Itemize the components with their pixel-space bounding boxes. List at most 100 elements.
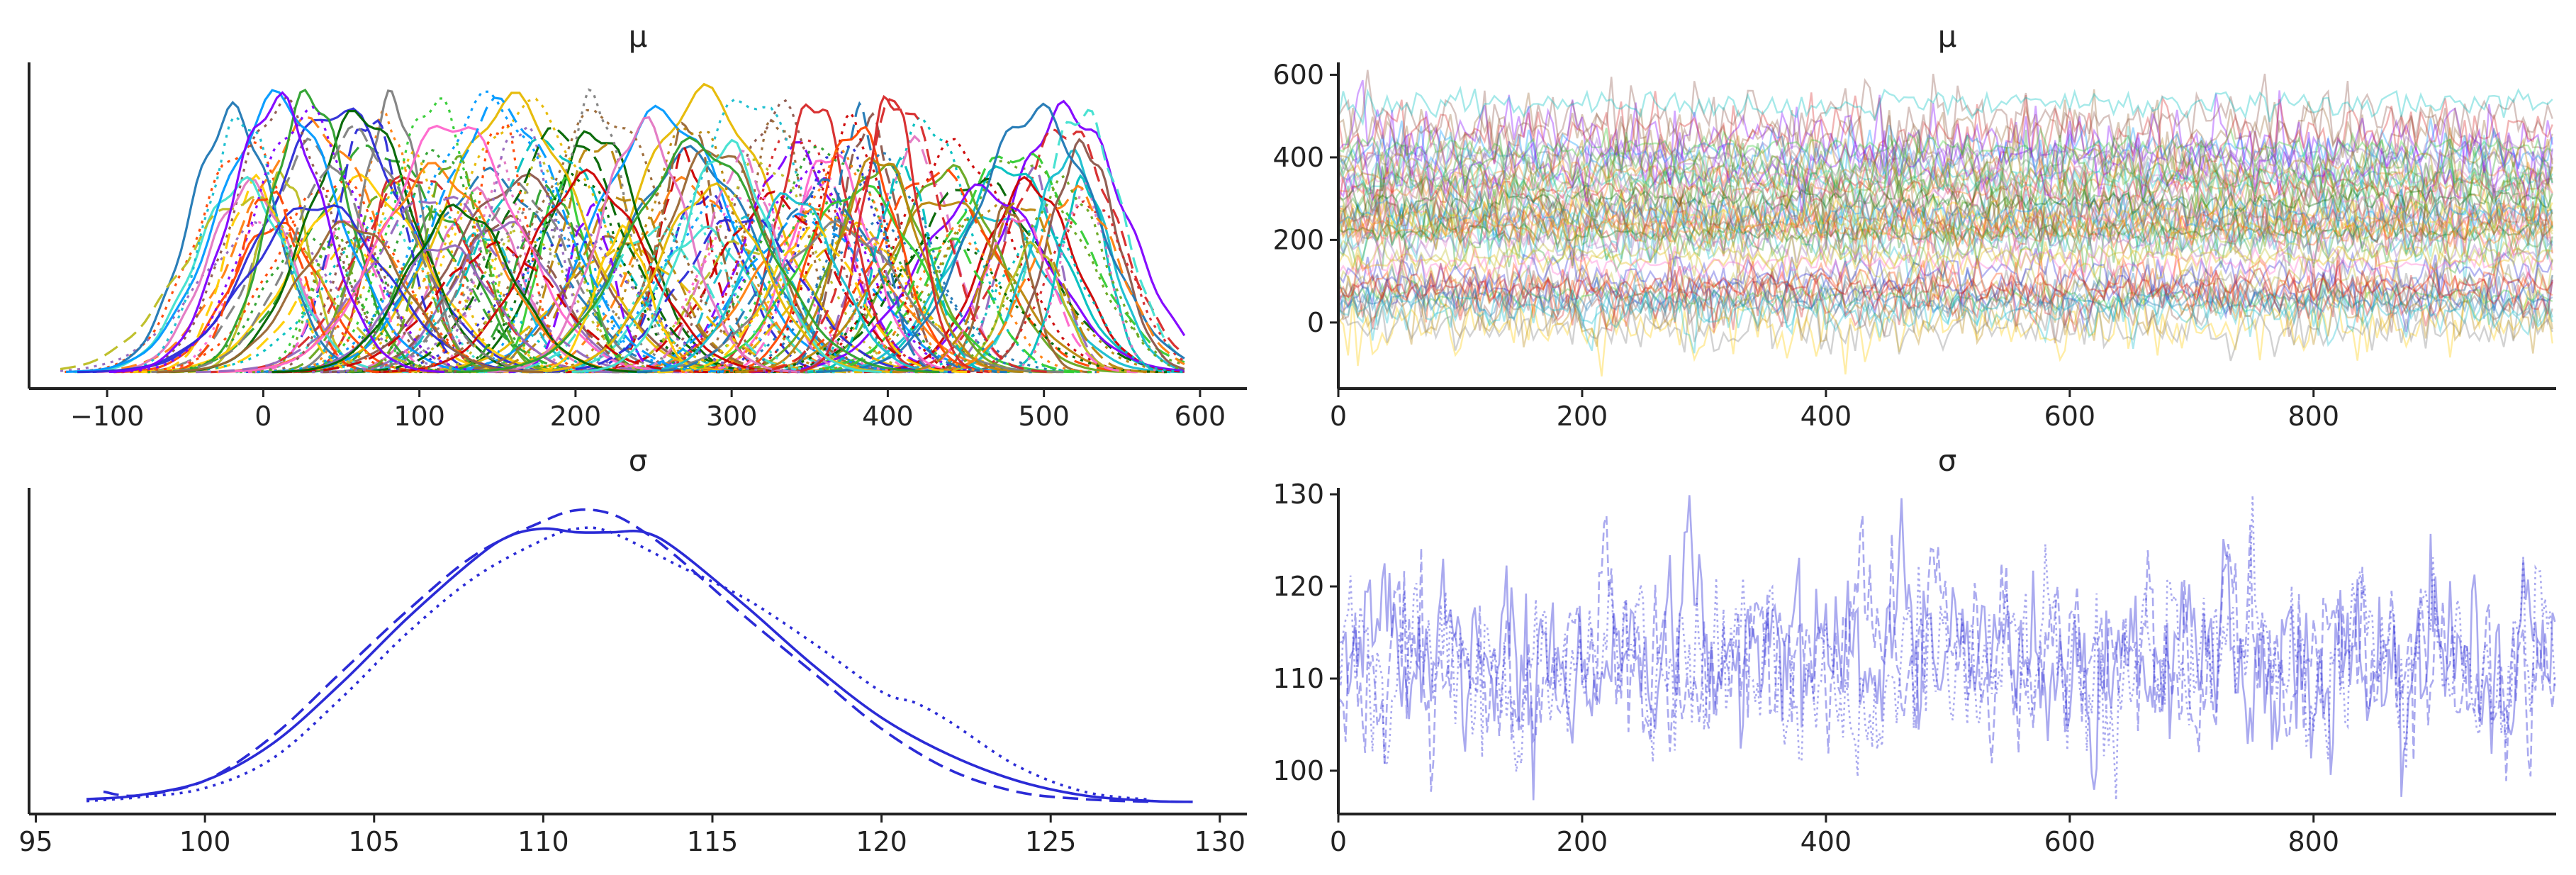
mu-trace-y-tick-label: 200: [1272, 224, 1324, 255]
mu-density-x-tick-label: 200: [550, 401, 602, 432]
mu-density-curve: [458, 195, 791, 374]
mu-density-curve: [456, 135, 939, 374]
mu-density-curve: [151, 123, 560, 374]
sigma-trace-y-tick-label: 100: [1272, 755, 1324, 786]
mu-density-curve: [932, 148, 1185, 374]
mu-trace-line: [1338, 168, 2553, 208]
sigma-density-x-tick-label: 105: [349, 826, 401, 857]
sigma-trace-x-tick-label: 600: [2044, 826, 2096, 857]
sigma-density-curve-dotted: [86, 526, 1153, 803]
mu-density-curve: [347, 155, 561, 374]
mu-trace-x-tick-label: 600: [2044, 401, 2096, 432]
mu-density-curve: [863, 175, 1185, 374]
mu-density-title: μ: [629, 19, 648, 54]
mu-trace-line: [1337, 126, 2553, 218]
mu-trace-y-tick-label: 400: [1272, 142, 1324, 173]
mu-density-curve: [807, 156, 999, 374]
mu-density-panel: μ −100 0 100 200 300 400 500 600: [28, 19, 1247, 432]
mu-density-curve: [271, 204, 648, 374]
mu-trace-title: μ: [1938, 19, 1957, 54]
mu-density-curve: [943, 200, 1185, 374]
mu-trace-x-tick-label: 200: [1557, 401, 1608, 432]
mu-trace-line: [1338, 261, 2553, 329]
mu-trace-line: [1338, 216, 2553, 252]
mu-density-curve: [473, 88, 713, 373]
mu-trace-line: [1338, 206, 2553, 250]
mu-trace-line: [1337, 151, 2553, 194]
mu-trace-x-tick-label: 400: [1801, 401, 1852, 432]
mu-density-curve: [422, 155, 581, 374]
mu-trace-line: [1337, 188, 2553, 241]
mu-density-curve: [195, 196, 680, 374]
mu-trace-line: [1337, 265, 2553, 333]
mu-trace-line: [1338, 268, 2553, 354]
mu-trace-line: [1337, 262, 2553, 344]
mu-trace-y-ticks: 0 200 400 600: [1272, 59, 1338, 338]
sigma-density-x-tick-label: 100: [179, 826, 231, 857]
sigma-density-x-tick-label: 120: [856, 826, 907, 857]
sigma-trace-x-tick-label: 200: [1557, 826, 1608, 857]
mu-trace-line: [1338, 251, 2553, 322]
mu-trace-line: [1337, 237, 2553, 280]
mu-trace-line: [1337, 185, 2553, 284]
sigma-trace-y-tick-label: 120: [1272, 571, 1324, 602]
mu-trace-line: [1337, 237, 2553, 285]
mu-trace-y-tick-label: 0: [1307, 307, 1324, 338]
mu-density-curve: [108, 91, 445, 373]
mu-density-curve: [408, 121, 593, 374]
sigma-trace-y-tick-label: 130: [1272, 479, 1324, 510]
mu-trace-line: [1338, 126, 2553, 167]
mu-density-x-tick-label: 0: [254, 401, 271, 432]
mu-density-x-tick-label: 300: [706, 401, 758, 432]
mu-trace-line: [1338, 157, 2553, 203]
mu-density-curve: [508, 202, 673, 374]
mu-trace-line: [1337, 265, 2553, 306]
mu-trace-line: [1337, 208, 2553, 249]
mu-trace-line: [1337, 85, 2553, 126]
mu-trace-line: [1338, 135, 2553, 172]
mu-trace-line: [1337, 129, 2553, 218]
mu-density-curve: [187, 170, 379, 374]
mu-trace-line: [1337, 230, 2553, 279]
mu-density-curve: [274, 97, 780, 373]
mu-trace-x-ticks: 0 200 400 600 800: [1330, 389, 2339, 432]
mu-density-x-ticks: −100 0 100 200 300 400 500 600: [70, 389, 1226, 432]
mu-trace-line: [1337, 183, 2553, 274]
mu-trace-line: [1337, 187, 2553, 260]
mu-density-curve: [791, 94, 990, 373]
sigma-trace-panel: σ 0 200 400 600 800 100 110 120 130: [1272, 443, 2556, 857]
sigma-trace-x-tick-label: 0: [1330, 826, 1347, 857]
mu-trace-y-tick-label: 600: [1272, 59, 1324, 90]
mu-trace-line: [1337, 179, 2553, 241]
mu-trace-line: [1338, 201, 2553, 287]
mu-trace-x-tick-label: 0: [1330, 401, 1347, 432]
mu-density-curve: [713, 177, 932, 374]
mu-trace-line: [1338, 194, 2553, 254]
mu-trace-panel: μ 0 200 400 600 800 0 200 400 600: [1272, 19, 2556, 432]
mu-trace-line: [1337, 197, 2553, 252]
mu-density-curve: [530, 98, 968, 373]
mu-density-curve: [714, 126, 999, 374]
mu-density-curve: [892, 202, 1152, 374]
sigma-density-x-ticks: 95 100 105 110 115 120 125 130: [18, 814, 1245, 857]
mu-density-curve: [60, 194, 485, 374]
mu-density-curve: [571, 138, 882, 374]
mu-density-curve: [917, 184, 1185, 374]
sigma-trace-lines: [1337, 495, 2556, 801]
mu-trace-line: [1337, 188, 2553, 245]
mu-density-curve: [298, 147, 580, 374]
sigma-density-panel: σ 95 100 105 110 115 120 125 130: [18, 443, 1247, 857]
mu-trace-line: [1338, 282, 2553, 322]
mu-trace-line: [1338, 247, 2553, 305]
mu-trace-line: [1338, 118, 2553, 189]
sigma-trace-line-dashed: [1337, 515, 2556, 792]
mu-trace-line: [1337, 257, 2553, 310]
mu-trace-line: [1338, 121, 2553, 213]
mu-trace-line: [1337, 275, 2553, 316]
mu-density-x-tick-label: 100: [393, 401, 445, 432]
mu-density-curve: [371, 108, 832, 374]
mu-density-curve: [657, 223, 968, 374]
mu-density-curve: [289, 107, 483, 374]
sigma-trace-line-dotted: [1337, 495, 2556, 801]
